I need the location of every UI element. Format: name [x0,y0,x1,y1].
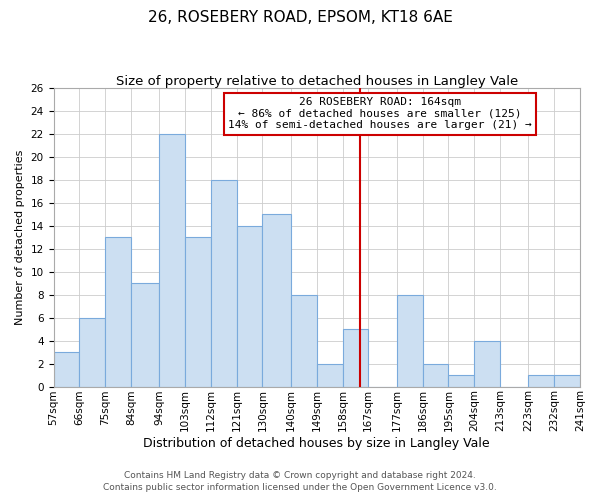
Bar [554,375,580,386]
Bar [160,134,185,386]
Bar [53,352,79,386]
Bar [236,226,262,386]
Bar [448,375,474,386]
Bar [131,283,160,387]
X-axis label: Distribution of detached houses by size in Langley Vale: Distribution of detached houses by size … [143,437,490,450]
Text: 26 ROSEBERY ROAD: 164sqm
← 86% of detached houses are smaller (125)
14% of semi-: 26 ROSEBERY ROAD: 164sqm ← 86% of detach… [228,97,532,130]
Bar [291,294,317,386]
Bar [105,238,131,386]
Bar [343,329,368,386]
Bar [317,364,343,386]
Bar [397,294,422,386]
Title: Size of property relative to detached houses in Langley Vale: Size of property relative to detached ho… [116,75,518,88]
Bar [185,238,211,386]
Text: 26, ROSEBERY ROAD, EPSOM, KT18 6AE: 26, ROSEBERY ROAD, EPSOM, KT18 6AE [148,10,452,25]
Bar [79,318,105,386]
Bar [262,214,291,386]
Bar [422,364,448,386]
Bar [474,340,500,386]
Bar [211,180,236,386]
Text: Contains HM Land Registry data © Crown copyright and database right 2024.
Contai: Contains HM Land Registry data © Crown c… [103,471,497,492]
Y-axis label: Number of detached properties: Number of detached properties [15,150,25,325]
Bar [529,375,554,386]
